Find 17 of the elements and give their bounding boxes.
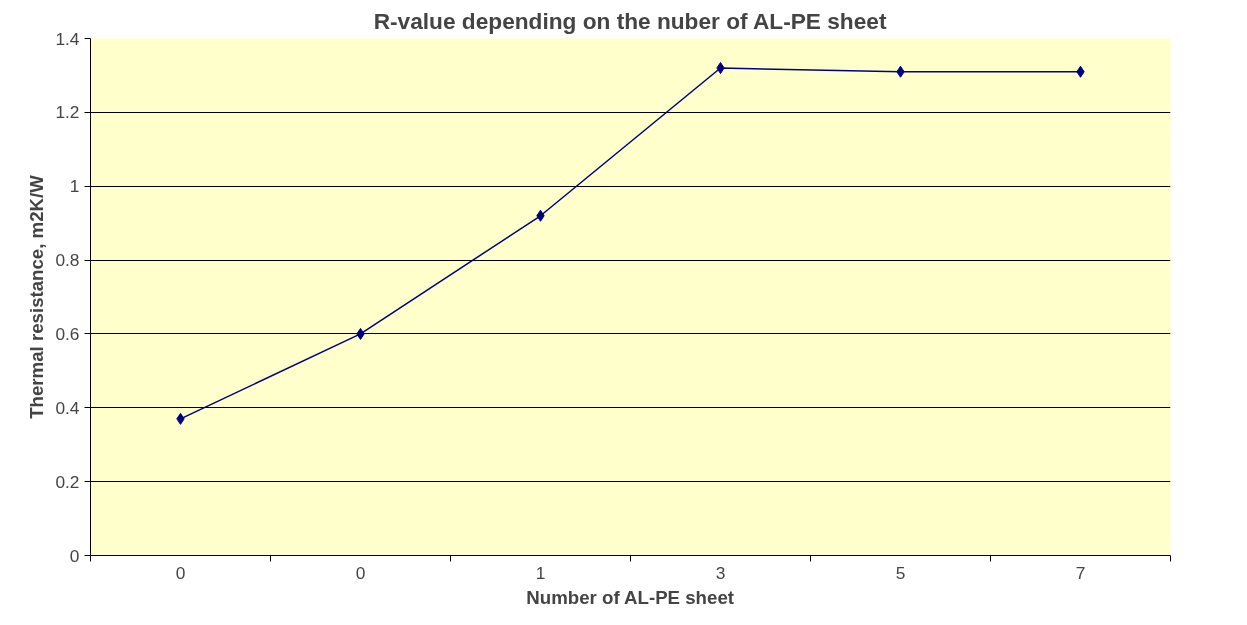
y-tick-label: 0.6 <box>55 323 80 344</box>
chart-title: R-value depending on the nuber of AL-PE sheet <box>373 7 887 34</box>
x-axis-title: Number of AL-PE sheet <box>526 586 734 608</box>
y-tick-label: 0.8 <box>55 250 80 271</box>
y-tick-label: 0.4 <box>55 397 80 418</box>
x-tick-label: 0 <box>175 562 186 583</box>
x-tick-label: 3 <box>715 562 726 583</box>
y-axis-title: Thermal resistance, m2K/W <box>26 174 48 419</box>
x-tick-label: 1 <box>535 562 546 583</box>
y-tick-label: 1 <box>69 176 80 197</box>
x-tick-label: 0 <box>355 562 366 583</box>
y-tick-label: 1.4 <box>55 28 80 49</box>
y-tick-label: 1.2 <box>55 102 80 123</box>
y-tick-label: 0.2 <box>55 471 80 492</box>
x-tick-label: 7 <box>1075 562 1086 583</box>
y-tick-label: 0 <box>69 545 80 566</box>
x-tick-label: 5 <box>895 562 906 583</box>
